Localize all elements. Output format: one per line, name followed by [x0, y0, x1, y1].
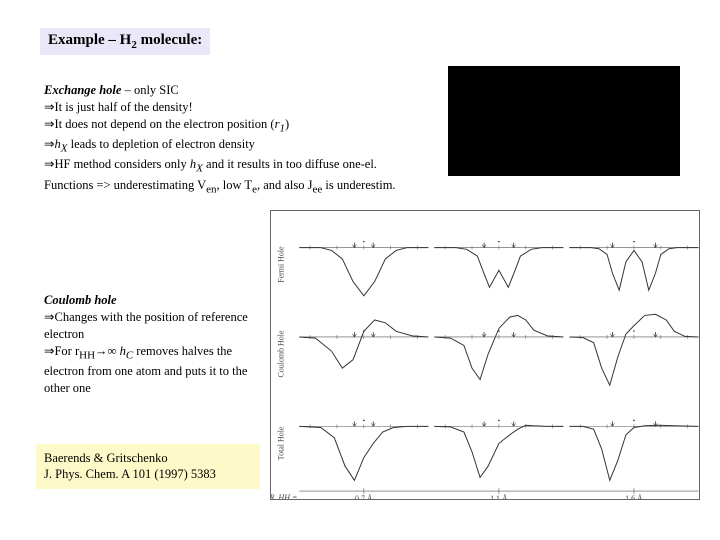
exchange-hole-text: Exchange hole – only SIC ⇒It is just hal…: [44, 82, 444, 197]
coulomb-bullet-1: ⇒Changes with the position of reference …: [44, 309, 254, 343]
citation-line-2: J. Phys. Chem. A 101 (1997) 5383: [44, 466, 252, 482]
hole-plots-figure: Fermi Hole Coulomb Hole Total Hole R_HH = 0.…: [270, 210, 700, 500]
svg-text:Coulomb Hole: Coulomb Hole: [276, 330, 285, 377]
exchange-heading-tail: – only SIC: [121, 83, 178, 97]
exchange-bullet-2: ⇒It does not depend on the electron posi…: [44, 116, 444, 136]
hole-plots-svg: Fermi Hole Coulomb Hole Total Hole R_HH = 0.…: [271, 211, 699, 499]
svg-text:R_HH =: R_HH =: [271, 493, 297, 499]
coulomb-heading: Coulomb hole: [44, 292, 254, 309]
title-post: molecule:: [137, 32, 202, 48]
coulomb-bullet-2: ⇒For rHH→∞ hC removes halves the electro…: [44, 343, 254, 397]
exchange-bullet-5: Functions => underestimating Ven, low Te…: [44, 177, 444, 197]
exchange-bullet-4: ⇒HF method considers only hX and it resu…: [44, 156, 444, 176]
svg-text:1.6 Å: 1.6 Å: [625, 494, 643, 499]
exchange-heading-line: Exchange hole – only SIC: [44, 82, 444, 99]
exchange-bullet-3: ⇒hX leads to depletion of electron densi…: [44, 136, 444, 156]
svg-text:0.7 Å: 0.7 Å: [355, 494, 373, 499]
exchange-heading: Exchange hole: [44, 83, 121, 97]
citation-box: Baerends & Gritschenko J. Phys. Chem. A …: [36, 444, 260, 489]
coulomb-hole-text: Coulomb hole ⇒Changes with the position …: [44, 292, 254, 397]
title-pre: Example – H: [48, 32, 131, 48]
section-title: Example – H2 molecule:: [40, 28, 210, 55]
citation-line-1: Baerends & Gritschenko: [44, 450, 252, 466]
svg-text:Fermi Hole: Fermi Hole: [276, 246, 285, 283]
exchange-bullet-1: ⇒It is just half of the density!: [44, 99, 444, 116]
svg-text:Total Hole: Total Hole: [276, 426, 285, 460]
formula-blackbox: [448, 66, 680, 176]
svg-text:1.1 Å: 1.1 Å: [490, 494, 508, 499]
